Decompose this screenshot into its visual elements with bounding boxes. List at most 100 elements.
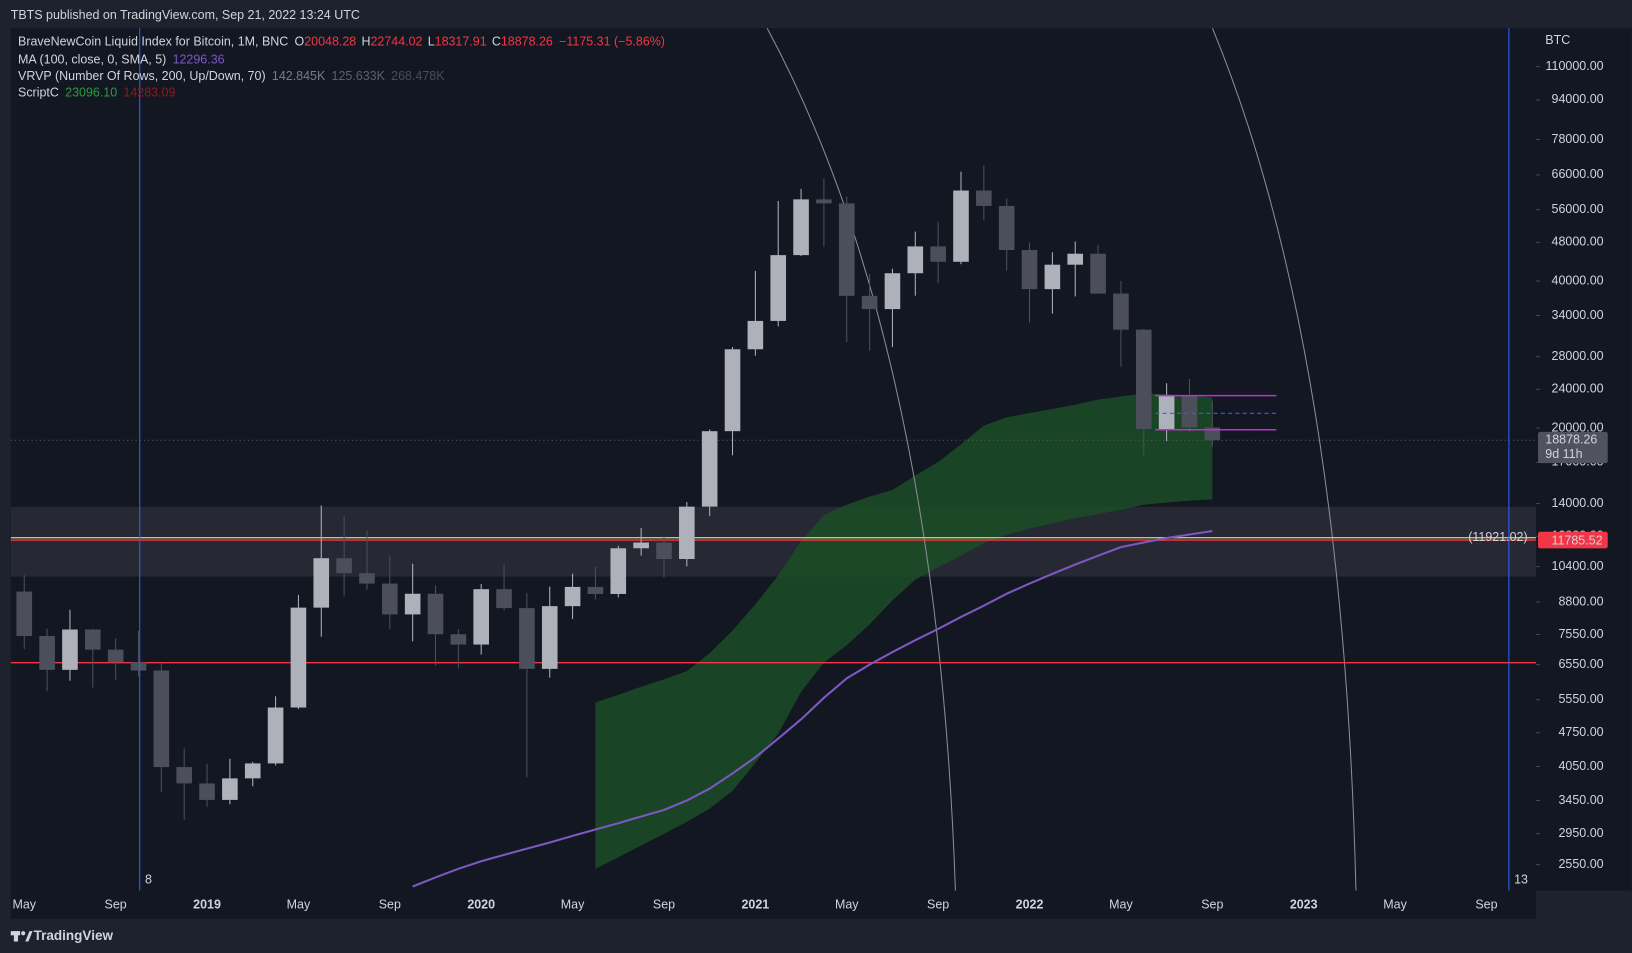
change: −1175.31 (−5.86%) (559, 35, 665, 49)
ohlc-value: 18317.91 (435, 35, 487, 49)
x-tick-label: Sep (653, 897, 675, 911)
candle-body (770, 255, 787, 321)
ohlc-value: 22744.02 (370, 35, 422, 49)
ohlc-prefix: H (361, 35, 370, 49)
cycle-label: 13 (1514, 872, 1528, 886)
y-tick-label: 2950.00 (1558, 826, 1603, 840)
indicator-value: 23096.10 (65, 86, 117, 100)
currency: BTC (1545, 33, 1570, 47)
candle-body (747, 320, 764, 350)
x-tick-label: 2022 (1016, 897, 1044, 911)
y-tick-label: 28000.00 (1552, 349, 1604, 363)
last-price-tag (1538, 431, 1608, 464)
candle-body (816, 199, 832, 204)
y-tick-label: 8800.00 (1558, 594, 1603, 608)
candle-body (382, 583, 398, 615)
x-tick-label: Sep (1201, 897, 1223, 911)
legend-ma: MA (100, close, 0, SMA, 5) 12296.36 (18, 53, 225, 67)
y-tick-label: 48000.00 (1552, 235, 1604, 249)
ohlc-prefix: O (295, 35, 305, 49)
y-tick-label: 5550.00 (1558, 692, 1603, 706)
y-tick-label: 34000.00 (1552, 308, 1604, 322)
legend-vrvp: VRVP (Number Of Rows, 200, Up/Down, 70) 1… (18, 69, 445, 83)
candle-body (290, 607, 307, 708)
x-tick-label: May (287, 897, 311, 911)
indicator-value: 12296.36 (173, 53, 225, 67)
x-tick-label: 2020 (467, 897, 495, 911)
candle-body (838, 203, 855, 296)
x-tick-label: May (1109, 897, 1133, 911)
indicator-value: 268.478K (391, 69, 445, 83)
publisher: TBTS published on TradingView.com, Sep 2… (11, 8, 360, 22)
candle-body (1135, 329, 1152, 430)
indicator-value: 142.845K (272, 69, 326, 83)
candle-body (16, 591, 33, 637)
candle-body (1067, 253, 1084, 265)
candle-body (564, 586, 581, 607)
scriptc-band (595, 393, 1213, 869)
candle-body (153, 670, 170, 768)
x-tick-label: Sep (379, 897, 401, 911)
chart-pane (10, 28, 1536, 891)
candle-body (541, 606, 558, 669)
candle-body (222, 778, 238, 800)
candle-body (1158, 395, 1175, 430)
x-tick-label: May (835, 897, 859, 911)
candle-body (267, 707, 284, 764)
last-price-label: 18878.26 (1545, 433, 1597, 447)
ma-line (412, 530, 1213, 888)
candle-body (107, 649, 124, 663)
y-tick-label: 66000.00 (1552, 167, 1604, 181)
candle-body (244, 763, 261, 779)
candle-body (724, 349, 741, 432)
candle-body (519, 608, 535, 669)
ohlc-prefix: C (492, 35, 501, 49)
candle-body (84, 629, 101, 650)
candle-body (336, 558, 352, 574)
candle-body (610, 548, 627, 594)
overlay: 8 13 (11921.02) 110000.00 94000.00 78000.00 66… (12, 28, 1608, 911)
candle-body (587, 586, 604, 594)
price-tag-label: 11785.52 (1551, 533, 1602, 547)
legend-main: BraveNewCoin Liquid Index for Bitcoin, 1… (18, 35, 665, 49)
time-axis (10, 890, 1536, 919)
candle-body (427, 593, 444, 635)
candle-body (359, 573, 375, 584)
indicator-value: 125.633K (332, 69, 386, 83)
line-label: (11921.02) (1468, 530, 1527, 544)
logo (10, 931, 33, 942)
candle-body (313, 558, 330, 608)
x-tick-label: Sep (927, 897, 949, 911)
brand: TradingView (34, 928, 114, 943)
candle-body (1181, 395, 1198, 428)
legend-scriptc: ScriptC 23096.10 14283.09 (18, 86, 175, 100)
countdown: 9d 11h (1545, 447, 1582, 461)
candle-body (1204, 427, 1221, 441)
y-tick-label: 20000.00 (1552, 420, 1604, 434)
candle-body (1113, 293, 1129, 330)
y-tick-label: 4750.00 (1558, 725, 1603, 739)
y-tick-label: 110000.00 (1546, 59, 1604, 73)
candle-body (998, 205, 1015, 251)
price-tag (1538, 531, 1608, 549)
y-tick-label: 6550.00 (1558, 657, 1603, 671)
candle-body (930, 246, 946, 262)
candle-body (496, 589, 512, 609)
indicator-name: MA (100, close, 0, SMA, 5) (18, 53, 166, 67)
candle-body (861, 295, 878, 310)
candle-body (793, 199, 809, 256)
x-tick-label: 2021 (741, 897, 769, 911)
candle-body (884, 273, 901, 310)
candle-body (404, 593, 421, 615)
y-tick-label: 2550.00 (1558, 857, 1603, 871)
x-tick-label: May (561, 897, 585, 911)
candle-body (1044, 264, 1061, 290)
ohlc-value: 18878.26 (501, 35, 553, 49)
candle-body (473, 589, 490, 645)
candle-body (39, 636, 55, 670)
x-tick-label: 2019 (193, 897, 221, 911)
ohlc-value: 20048.28 (304, 35, 356, 49)
y-tick-label: 24000.00 (1552, 382, 1604, 396)
candle-body (701, 431, 718, 507)
